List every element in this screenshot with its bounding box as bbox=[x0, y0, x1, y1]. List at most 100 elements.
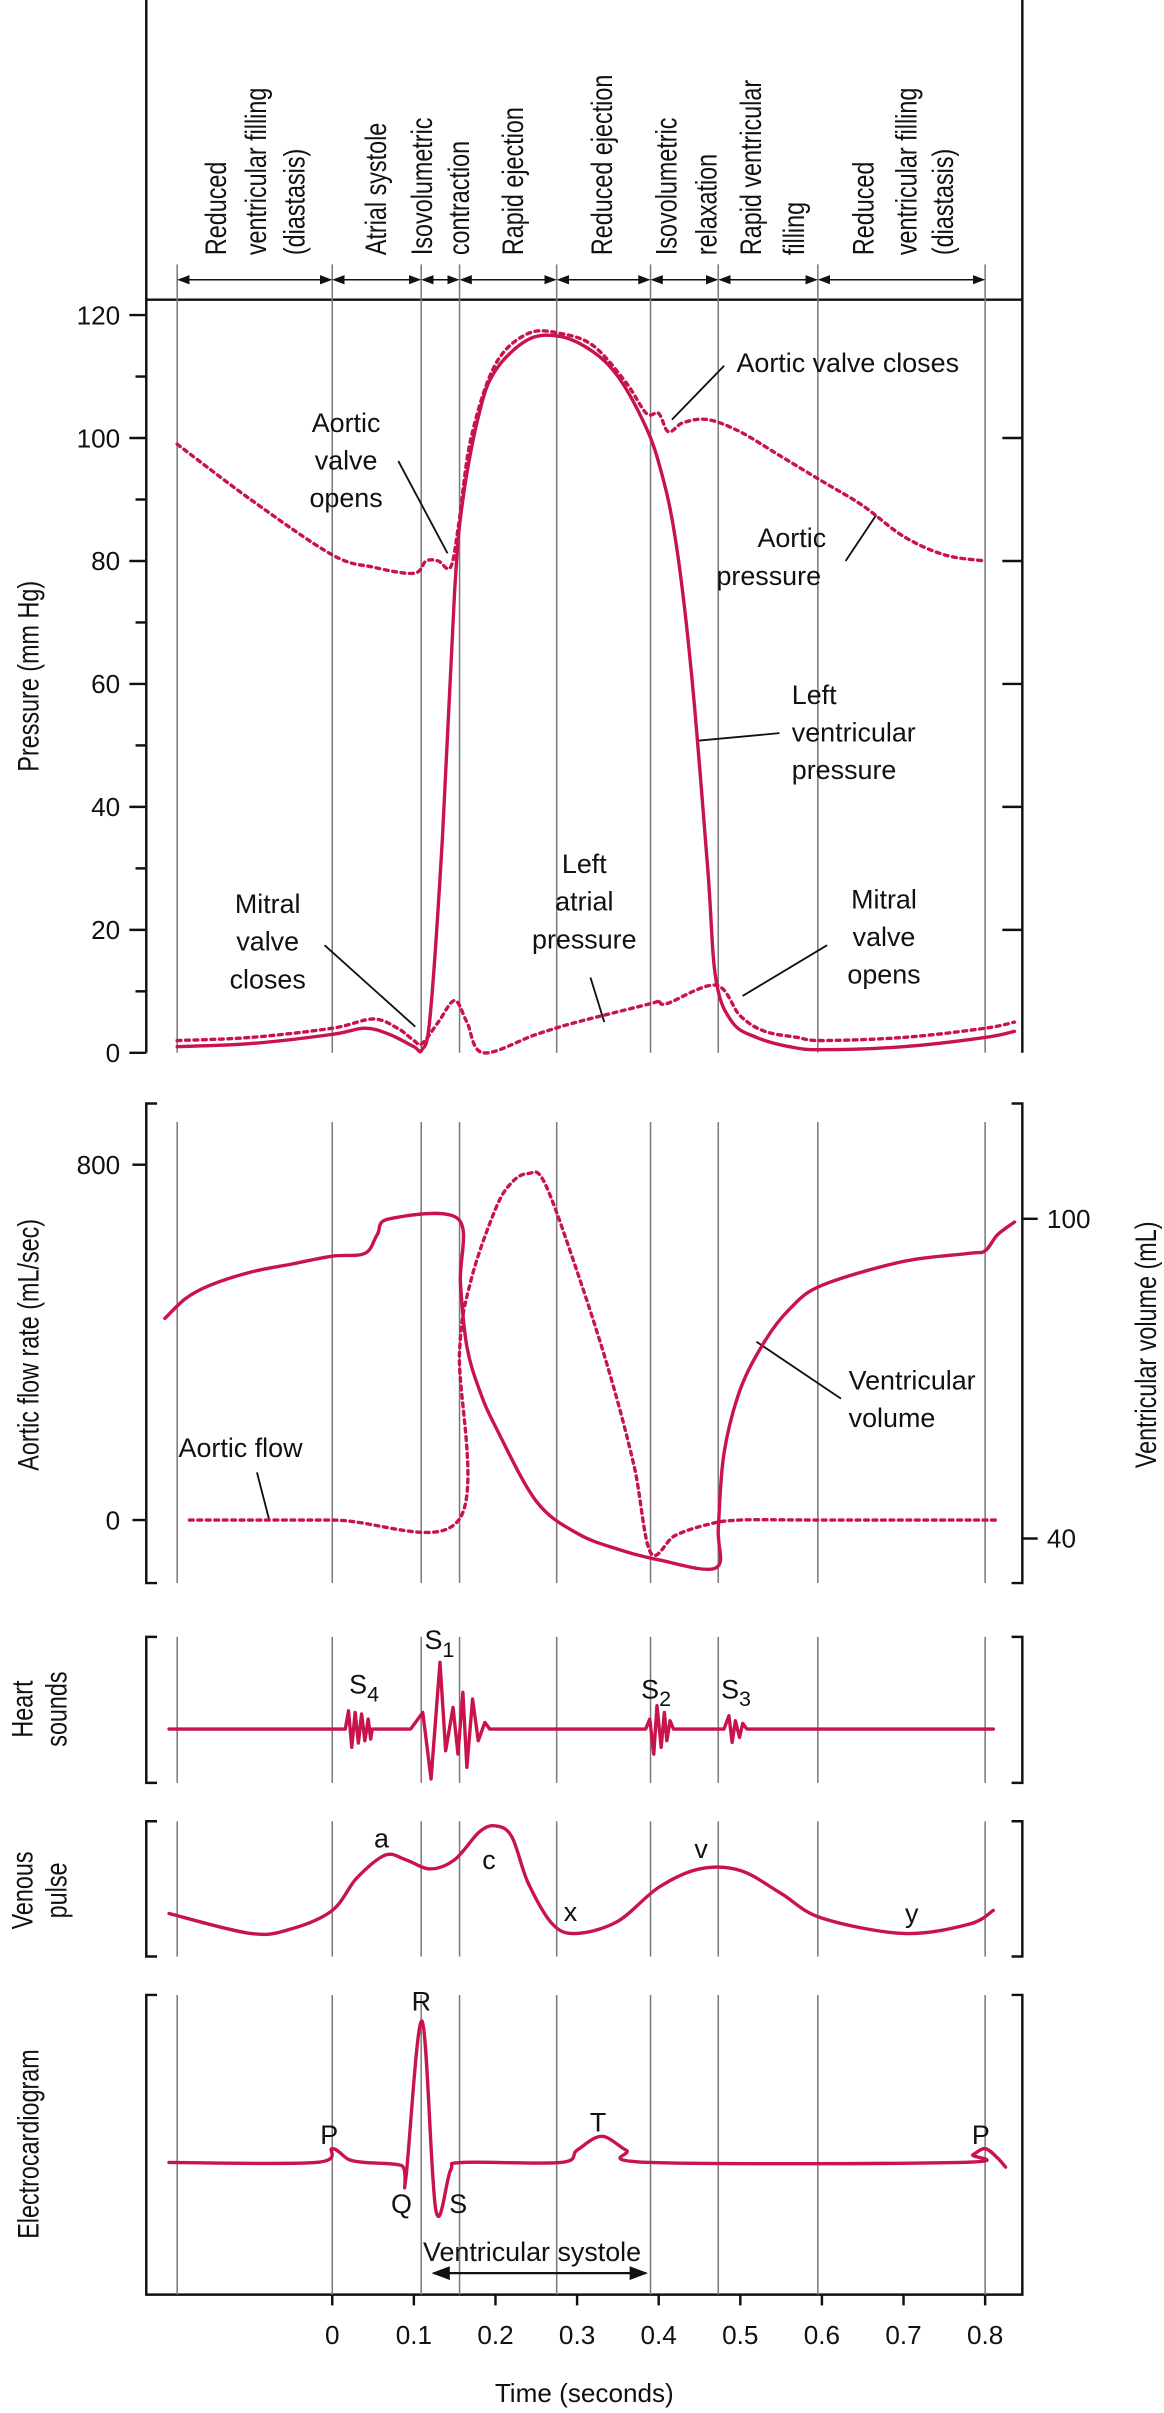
mitral-closes-label: valve bbox=[236, 927, 299, 957]
traces bbox=[163, 329, 1017, 2218]
flow-left-bracket bbox=[145, 1102, 158, 1585]
volume-axis-title: Ventricular volume (mL) bbox=[1130, 1222, 1163, 1469]
heart-sound-letter: S bbox=[721, 1674, 739, 1704]
heart-sound-label: S2 bbox=[641, 1674, 671, 1711]
venous-wave-label: v bbox=[694, 1834, 708, 1864]
heart-sound-label: S4 bbox=[349, 1670, 379, 1707]
ecg-wave-label: P bbox=[320, 2120, 338, 2150]
time-tick-label: 0 bbox=[325, 2320, 340, 2350]
ventricular-volume-curve bbox=[163, 1211, 1017, 1571]
ecg-title: Electrocardiogram bbox=[12, 2049, 45, 2239]
phase-label: Isovolumetric bbox=[406, 118, 439, 256]
pressure-tick-label: 20 bbox=[91, 915, 120, 945]
time-tick-label: 0.7 bbox=[885, 2320, 921, 2350]
phase-label: contraction bbox=[443, 141, 476, 255]
venous-pulse-trace bbox=[167, 1824, 995, 1937]
ventricular-systole-label: Ventricular systole bbox=[423, 2237, 641, 2267]
aortic-flow-curve bbox=[187, 1170, 1000, 1558]
phase-label: Reduced bbox=[200, 162, 233, 255]
aortic-valve-opens-label: Aortic bbox=[312, 408, 381, 438]
ventricular-volume-label: Ventricular bbox=[849, 1365, 976, 1395]
aortic-pressure-label: pressure bbox=[716, 561, 821, 591]
time-tick-label: 0.8 bbox=[967, 2320, 1003, 2350]
pressure-tick-label: 0 bbox=[106, 1038, 121, 1068]
heart-sounds-right-bracket bbox=[1011, 1635, 1024, 1785]
phase-label: ventricular filling bbox=[240, 88, 273, 255]
aortic-flow-label: Aortic flow bbox=[179, 1433, 304, 1463]
aortic-pressure-label: Aortic bbox=[757, 523, 826, 553]
volume-tick-label: 100 bbox=[1047, 1204, 1091, 1234]
aortic-valve-opens-label: opens bbox=[309, 483, 382, 513]
ecg-wave-label: T bbox=[590, 2108, 606, 2138]
mitral-closes-label: Mitral bbox=[235, 889, 301, 919]
phase-label: Rapid ventricular bbox=[735, 80, 768, 255]
mitral-opens-leader bbox=[742, 944, 828, 997]
aortic-flow-leader bbox=[256, 1472, 271, 1521]
lv-pressure-leader bbox=[696, 732, 780, 742]
ecg-wave-label: S bbox=[449, 2189, 467, 2219]
ecg-trace bbox=[167, 2019, 1008, 2218]
la-pressure-label: atrial bbox=[555, 887, 613, 917]
heart-sound-subscript: 3 bbox=[739, 1687, 751, 1711]
phase-label: (diastasis) bbox=[927, 149, 960, 255]
phase-label: (diastasis) bbox=[278, 149, 311, 255]
volume-tick-label: 40 bbox=[1047, 1524, 1076, 1554]
la-pressure-label: Left bbox=[562, 849, 607, 879]
mitral-closes-label: closes bbox=[230, 964, 306, 994]
pressure-axis-title: Pressure (mm Hg) bbox=[12, 581, 45, 772]
heart-sound-letter: S bbox=[424, 1625, 442, 1655]
ecg-wave-label: P bbox=[972, 2120, 990, 2150]
la-pressure-leader bbox=[589, 977, 606, 1023]
aortic-pressure-leader bbox=[844, 514, 878, 562]
ecg-frame bbox=[145, 1993, 1024, 2296]
ventricular-volume-label: volume bbox=[849, 1403, 936, 1433]
venous-pulse-right-bracket bbox=[1011, 1820, 1024, 1958]
phase-label: Reduced bbox=[847, 162, 880, 255]
time-axis-title: Time (seconds) bbox=[495, 2378, 674, 2408]
venous-wave-label: a bbox=[374, 1823, 389, 1853]
lv-pressure-label: pressure bbox=[792, 755, 897, 785]
ecg-wave-label: R bbox=[412, 1986, 431, 2016]
lv-pressure-curve bbox=[175, 333, 1017, 1054]
heart-sound-label: S3 bbox=[721, 1674, 751, 1711]
heart-sounds-left-bracket bbox=[145, 1635, 158, 1785]
flow-tick-label: 0 bbox=[106, 1505, 121, 1535]
aortic-valve-opens-label: valve bbox=[315, 446, 378, 476]
pressure-tick-label: 60 bbox=[91, 669, 120, 699]
heart-sounds-trace bbox=[167, 1660, 995, 1781]
time-tick-label: 0.3 bbox=[559, 2320, 595, 2350]
heart-sound-letter: S bbox=[641, 1674, 659, 1704]
lv-pressure-label: Left bbox=[792, 680, 837, 710]
heart-sound-letter: S bbox=[349, 1670, 367, 1700]
ecg-wave-label: Q bbox=[391, 2189, 412, 2219]
pressure-tick-label: 40 bbox=[91, 792, 120, 822]
phase-label: relaxation bbox=[690, 154, 723, 255]
time-tick-label: 0.6 bbox=[804, 2320, 840, 2350]
phase-label: Reduced ejection bbox=[585, 75, 618, 255]
aortic-valve-opens-leader bbox=[397, 460, 449, 554]
venous-pulse-left-bracket bbox=[145, 1820, 158, 1958]
aortic-pressure-curve bbox=[175, 329, 987, 576]
mitral-closes-leader bbox=[323, 944, 416, 1028]
heart-sounds-title: sounds bbox=[40, 1671, 73, 1746]
pressure-tick-label: 100 bbox=[77, 423, 121, 453]
pressure-tick-label: 120 bbox=[77, 300, 121, 330]
heart-sound-subscript: 2 bbox=[659, 1687, 671, 1711]
time-tick-label: 0.5 bbox=[722, 2320, 758, 2350]
aortic-valve-closes-leader bbox=[671, 365, 725, 421]
heart-sound-subscript: 4 bbox=[367, 1682, 379, 1706]
phase-label: Atrial systole bbox=[360, 123, 393, 255]
la-pressure-curve bbox=[175, 983, 1017, 1055]
pressure-tick-label: 80 bbox=[91, 546, 120, 576]
mitral-opens-label: valve bbox=[853, 922, 916, 952]
aortic-valve-closes-label: Aortic valve closes bbox=[736, 348, 959, 378]
heart-sound-subscript: 1 bbox=[442, 1638, 454, 1662]
venous-pulse-title: Venous bbox=[6, 1851, 39, 1929]
phase-label: filling bbox=[778, 202, 811, 255]
axes-frame bbox=[129, 0, 1038, 2306]
mitral-opens-label: opens bbox=[847, 960, 920, 990]
phase-label: Rapid ejection bbox=[496, 107, 529, 255]
lv-pressure-label: ventricular bbox=[792, 718, 916, 748]
mitral-opens-label: Mitral bbox=[851, 884, 917, 914]
